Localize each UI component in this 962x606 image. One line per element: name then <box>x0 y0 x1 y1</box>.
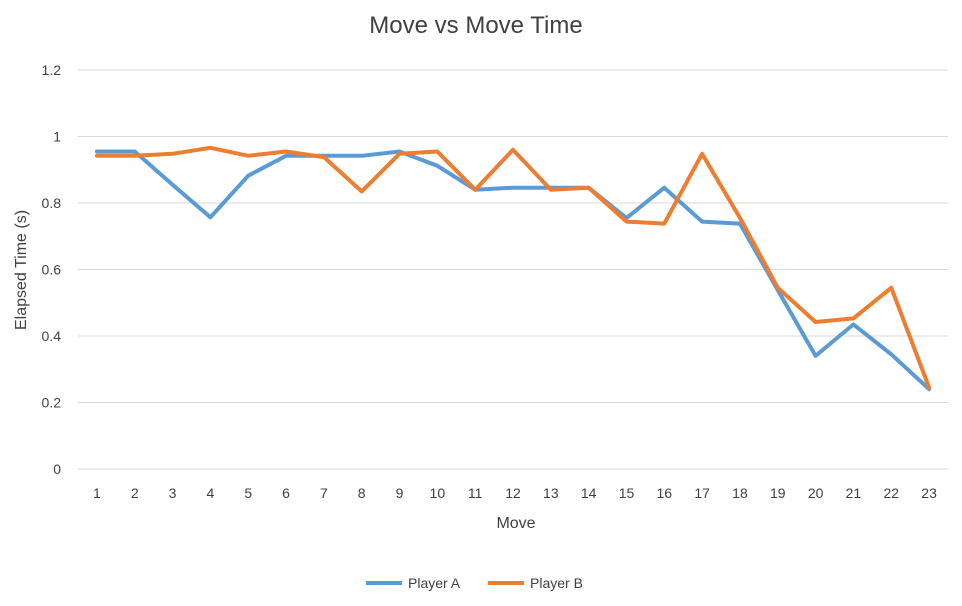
x-tick-label: 3 <box>169 485 177 501</box>
x-tick-label: 14 <box>581 485 597 501</box>
x-tick-label: 21 <box>846 485 862 501</box>
y-tick-label: 0 <box>53 461 61 477</box>
x-tick-label: 5 <box>244 485 252 501</box>
x-tick-label: 2 <box>131 485 139 501</box>
x-tick-label: 15 <box>619 485 635 501</box>
x-tick-label: 10 <box>430 485 446 501</box>
x-axis-label: Move <box>496 515 535 532</box>
y-tick-label: 1.2 <box>42 62 62 78</box>
x-tick-label: 20 <box>808 485 824 501</box>
x-tick-label: 12 <box>505 485 521 501</box>
legend: Player A Player B <box>366 575 583 591</box>
x-tick-label: 18 <box>732 485 748 501</box>
x-tick-label: 4 <box>206 485 214 501</box>
legend-label: Player B <box>530 575 583 591</box>
x-tick-label: 8 <box>358 485 366 501</box>
x-tick-label: 22 <box>883 485 899 501</box>
y-tick-label: 0.4 <box>42 328 62 344</box>
x-tick-label: 23 <box>921 485 937 501</box>
y-tick-label: 1 <box>53 129 61 145</box>
x-tick-label: 9 <box>396 485 404 501</box>
y-tick-label: 0.8 <box>42 195 62 211</box>
legend-label: Player A <box>408 575 461 591</box>
x-tick-label: 17 <box>694 485 710 501</box>
y-axis-ticks: 0 0.2 0.4 0.6 0.8 1 1.2 <box>42 62 62 477</box>
y-tick-label: 0.6 <box>42 262 62 278</box>
grid-lines <box>78 69 948 470</box>
x-tick-label: 6 <box>282 485 290 501</box>
series-line-player-a <box>94 149 932 392</box>
x-axis-ticks: 1 2 3 4 5 6 7 8 9 10 11 12 13 14 15 16 17 18 19 20 21 22 23 <box>93 485 937 501</box>
y-tick-label: 0.2 <box>42 395 62 411</box>
x-tick-label: 19 <box>770 485 786 501</box>
x-tick-label: 13 <box>543 485 559 501</box>
x-tick-label: 1 <box>93 485 101 501</box>
series-line-player-b <box>94 145 932 390</box>
x-tick-label: 16 <box>657 485 673 501</box>
x-tick-label: 7 <box>320 485 328 501</box>
y-axis-label: Elapsed Time (s) <box>13 210 30 330</box>
x-tick-label: 11 <box>468 485 483 501</box>
chart-title: Move vs Move Time <box>369 12 582 39</box>
series-lines <box>94 145 932 392</box>
